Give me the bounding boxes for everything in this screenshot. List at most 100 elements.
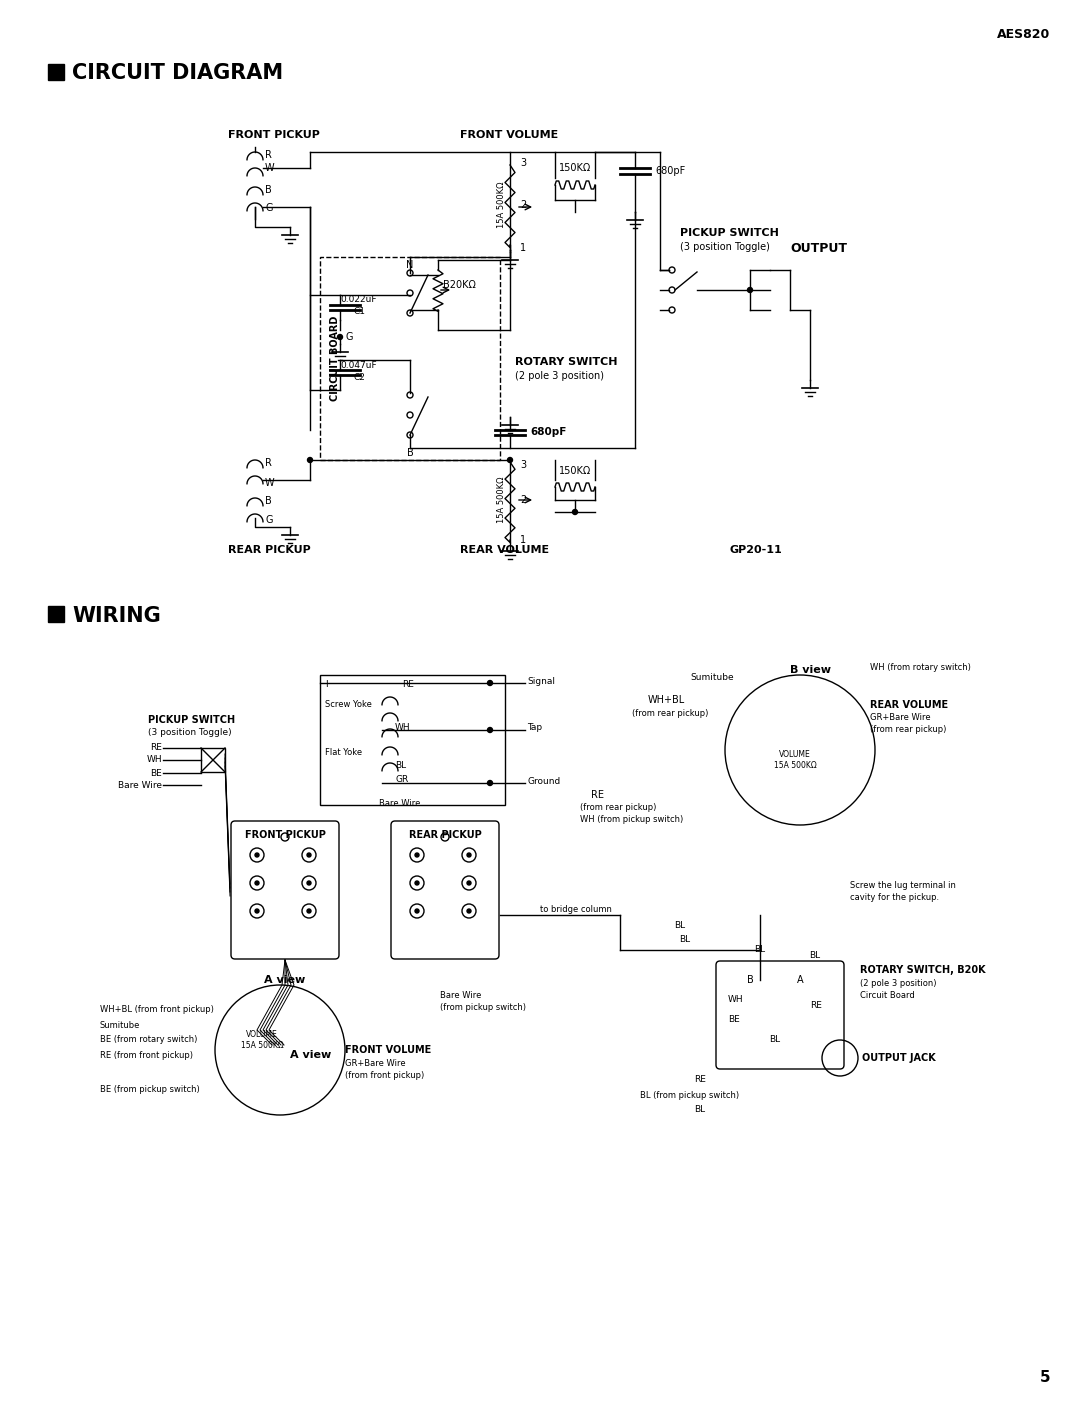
Text: Ground: Ground — [527, 777, 561, 785]
Text: A: A — [797, 975, 804, 985]
Circle shape — [415, 853, 419, 857]
Text: 15A 500KΩ: 15A 500KΩ — [498, 477, 507, 523]
Text: AES820: AES820 — [997, 28, 1050, 41]
Text: VOLUME
15A 500KΩ: VOLUME 15A 500KΩ — [773, 750, 816, 770]
Text: Sumitube: Sumitube — [690, 674, 733, 682]
Text: (from front pickup): (from front pickup) — [345, 1072, 424, 1081]
Circle shape — [467, 909, 471, 913]
Text: RE: RE — [592, 789, 605, 801]
Text: FRONT PICKUP: FRONT PICKUP — [228, 129, 320, 141]
Text: B: B — [407, 447, 414, 459]
Circle shape — [337, 335, 342, 339]
Text: WH: WH — [395, 723, 410, 732]
Text: B: B — [265, 497, 272, 507]
Text: WH (from rotary switch): WH (from rotary switch) — [870, 664, 971, 673]
Text: GR: GR — [395, 775, 408, 785]
Text: 15A 500KΩ: 15A 500KΩ — [498, 182, 507, 228]
Bar — [320, 257, 500, 460]
Text: 0.022uF: 0.022uF — [340, 295, 377, 304]
Text: RE: RE — [810, 1000, 822, 1009]
Circle shape — [415, 909, 419, 913]
Text: 5: 5 — [1039, 1370, 1050, 1384]
Bar — [48, 63, 64, 80]
Text: RE: RE — [150, 743, 162, 753]
Text: REAR PICKUP: REAR PICKUP — [408, 830, 482, 840]
Circle shape — [508, 457, 513, 463]
Text: FRONT VOLUME: FRONT VOLUME — [345, 1045, 431, 1055]
Circle shape — [467, 881, 471, 885]
Text: Sumitube: Sumitube — [100, 1020, 140, 1030]
Text: FRONT VOLUME: FRONT VOLUME — [460, 129, 558, 141]
Text: OUTPUT JACK: OUTPUT JACK — [862, 1052, 935, 1064]
Text: ROTARY SWITCH: ROTARY SWITCH — [515, 357, 618, 367]
Text: I: I — [325, 680, 327, 689]
Text: Bare Wire: Bare Wire — [379, 799, 421, 808]
Text: W: W — [265, 163, 274, 173]
Bar — [48, 606, 64, 622]
Text: RE: RE — [694, 1075, 706, 1085]
Text: 1: 1 — [519, 243, 526, 253]
Text: OUTPUT: OUTPUT — [789, 242, 847, 255]
Text: BL: BL — [674, 920, 686, 930]
Text: A view: A view — [265, 975, 306, 985]
Text: 150KΩ: 150KΩ — [558, 163, 591, 173]
Bar — [320, 675, 505, 805]
Text: 1: 1 — [519, 535, 526, 545]
Text: (3 position Toggle): (3 position Toggle) — [148, 727, 231, 737]
Text: B20KΩ: B20KΩ — [443, 280, 476, 290]
Text: WH+BL (from front pickup): WH+BL (from front pickup) — [100, 1006, 214, 1014]
Text: CIRCUIT DIAGRAM: CIRCUIT DIAGRAM — [72, 63, 283, 83]
Text: WIRING: WIRING — [72, 606, 161, 626]
Text: (2 pole 3 position): (2 pole 3 position) — [860, 978, 936, 988]
Circle shape — [307, 881, 311, 885]
Circle shape — [307, 853, 311, 857]
Text: (3 position Toggle): (3 position Toggle) — [680, 242, 770, 252]
Text: RE: RE — [402, 680, 414, 689]
Circle shape — [308, 457, 312, 463]
Circle shape — [467, 853, 471, 857]
Text: Screw Yoke: Screw Yoke — [325, 701, 372, 709]
Text: 150KΩ: 150KΩ — [558, 466, 591, 476]
Text: ROTARY SWITCH, B20K: ROTARY SWITCH, B20K — [860, 965, 986, 975]
Text: W: W — [265, 478, 274, 488]
Text: BL: BL — [769, 1036, 781, 1044]
Text: BE (from rotary switch): BE (from rotary switch) — [100, 1036, 198, 1044]
Text: 3: 3 — [519, 158, 526, 167]
Text: GR+Bare Wire: GR+Bare Wire — [345, 1058, 406, 1068]
Text: 2: 2 — [519, 200, 526, 210]
Circle shape — [255, 881, 259, 885]
Text: WH: WH — [147, 756, 162, 764]
Text: BL: BL — [679, 936, 690, 944]
Text: RE (from front pickup): RE (from front pickup) — [100, 1051, 193, 1059]
Text: Tap: Tap — [527, 723, 542, 733]
Text: GP20-11: GP20-11 — [730, 545, 783, 554]
Text: WH: WH — [728, 996, 744, 1005]
Text: A view: A view — [291, 1050, 332, 1059]
Text: to bridge column: to bridge column — [540, 906, 612, 915]
Text: B: B — [265, 184, 272, 196]
Text: BE: BE — [150, 768, 162, 778]
Text: PICKUP SWITCH: PICKUP SWITCH — [680, 228, 779, 238]
Text: PICKUP SWITCH: PICKUP SWITCH — [148, 715, 235, 725]
Text: 2: 2 — [519, 495, 526, 505]
Text: 680pF: 680pF — [654, 166, 685, 176]
Circle shape — [307, 909, 311, 913]
Text: N: N — [406, 260, 414, 270]
Text: B view: B view — [789, 666, 831, 675]
Circle shape — [572, 509, 578, 515]
Text: cavity for the pickup.: cavity for the pickup. — [850, 892, 940, 902]
Text: Flat Yoke: Flat Yoke — [325, 749, 362, 757]
Circle shape — [255, 853, 259, 857]
Text: VOLUME
15A 500KΩ: VOLUME 15A 500KΩ — [241, 1030, 283, 1050]
Text: 680pF: 680pF — [530, 426, 566, 438]
Text: (from pickup switch): (from pickup switch) — [440, 1003, 526, 1013]
Text: C1: C1 — [353, 308, 365, 317]
Text: BL: BL — [395, 761, 406, 770]
Circle shape — [487, 727, 492, 733]
Text: BE (from pickup switch): BE (from pickup switch) — [100, 1085, 200, 1095]
Circle shape — [415, 881, 419, 885]
Bar — [201, 749, 225, 772]
Text: C2: C2 — [353, 373, 365, 383]
Circle shape — [747, 287, 753, 293]
Text: REAR VOLUME: REAR VOLUME — [870, 701, 948, 711]
